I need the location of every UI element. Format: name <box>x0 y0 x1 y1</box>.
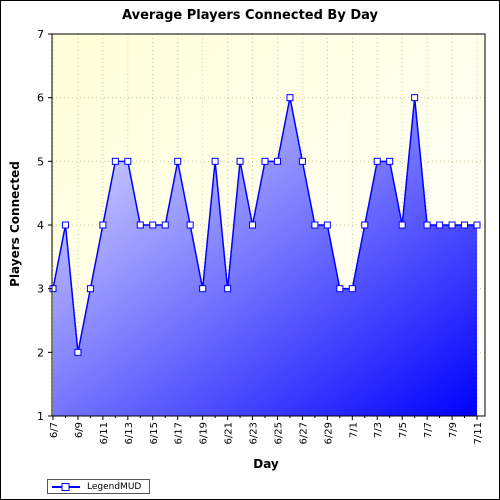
y-tick-label: 5 <box>37 155 44 168</box>
legend-series-swatch <box>52 482 80 491</box>
y-axis: 1 2 3 4 5 6 7 <box>37 28 52 423</box>
legend-series-label: LegendMUD <box>87 481 142 492</box>
series-area <box>53 97 477 417</box>
x-tick-label: 6/11 <box>99 422 110 444</box>
data-point-7/8 <box>436 221 444 229</box>
data-point-6/16 <box>161 221 169 229</box>
x-tick-label: 6/19 <box>199 422 210 444</box>
data-point-6/8 <box>61 221 69 229</box>
data-point-6/29 <box>323 221 331 229</box>
data-point-6/24 <box>261 157 269 165</box>
data-point-7/7 <box>423 221 431 229</box>
x-tick-label: 6/9 <box>74 422 85 438</box>
x-tick-label: 6/13 <box>124 422 135 444</box>
series-markers <box>49 94 481 356</box>
y-tick-label: 1 <box>37 410 44 423</box>
data-point-6/15 <box>149 221 157 229</box>
x-axis-label: Day <box>253 457 279 471</box>
x-tick-label: 6/23 <box>249 422 260 444</box>
data-point-6/10 <box>86 285 94 293</box>
x-tick-label: 7/3 <box>373 422 384 438</box>
x-tick-label: 6/27 <box>298 422 309 444</box>
x-tick-label: 7/11 <box>473 422 484 444</box>
y-tick-label: 6 <box>37 92 44 105</box>
data-point-6/14 <box>136 221 144 229</box>
x-tick-label: 6/7 <box>49 422 60 438</box>
data-point-6/28 <box>311 221 319 229</box>
x-tick-label: 7/9 <box>448 422 459 438</box>
data-point-7/1 <box>348 285 356 293</box>
data-point-7/5 <box>398 221 406 229</box>
x-tick-label: 6/29 <box>323 422 334 444</box>
data-point-6/13 <box>124 157 132 165</box>
y-tick-label: 4 <box>37 219 44 232</box>
y-tick-label: 2 <box>37 346 44 359</box>
y-tick-label: 3 <box>37 283 44 296</box>
x-tick-label: 6/21 <box>224 422 235 444</box>
data-point-6/30 <box>336 285 344 293</box>
x-tick-label: 6/17 <box>174 422 185 444</box>
data-point-6/17 <box>174 157 182 165</box>
data-point-7/4 <box>386 157 394 165</box>
x-tick-label: 7/1 <box>348 422 359 438</box>
chart-title: Average Players Connected By Day <box>122 8 378 23</box>
data-point-7/9 <box>448 221 456 229</box>
x-tick-label: 7/7 <box>423 422 434 438</box>
data-point-6/18 <box>186 221 194 229</box>
data-point-6/19 <box>199 285 207 293</box>
x-tick-label: 7/5 <box>398 422 409 438</box>
data-point-6/20 <box>211 157 219 165</box>
data-point-6/11 <box>99 221 107 229</box>
legend: LegendMUD <box>47 479 150 494</box>
x-tick-label: 6/25 <box>273 422 284 444</box>
data-point-6/22 <box>236 157 244 165</box>
data-point-7/10 <box>461 221 469 229</box>
data-point-7/2 <box>361 221 369 229</box>
data-point-7/6 <box>411 94 419 102</box>
data-point-6/12 <box>111 157 119 165</box>
data-point-6/26 <box>286 94 294 102</box>
x-tick-label: 6/15 <box>149 422 160 444</box>
data-point-6/27 <box>298 157 306 165</box>
data-point-6/25 <box>273 157 281 165</box>
y-tick-label: 7 <box>37 28 44 41</box>
data-point-6/23 <box>249 221 257 229</box>
data-point-7/3 <box>373 157 381 165</box>
data-point-7/11 <box>473 221 481 229</box>
x-axis: 6/7 6/9 6/11 6/13 6/15 6/17 6/19 6/21 6/23 6/25 6/… <box>49 416 484 444</box>
data-point-6/21 <box>224 285 232 293</box>
data-point-6/9 <box>74 348 82 356</box>
